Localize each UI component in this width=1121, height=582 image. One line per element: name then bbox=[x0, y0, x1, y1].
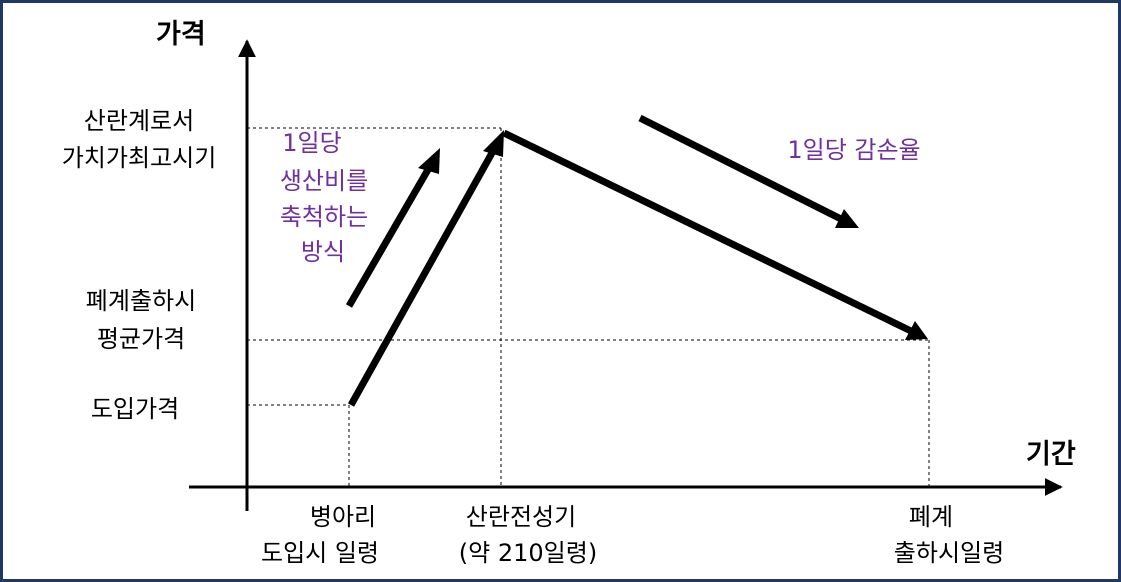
x-label-cull-line2: 출하시일령 bbox=[894, 539, 1004, 567]
x-label-peak-line2: (약 210일령) bbox=[459, 539, 597, 567]
x-label-cull-line1: 폐계 bbox=[909, 503, 953, 531]
annotation-accumulate-line3: 축척하는 bbox=[280, 203, 368, 231]
y-axis-title: 가격 bbox=[156, 19, 206, 50]
depreciation-trend-arrow bbox=[638, 114, 845, 224]
x-label-chick-line2: 도입시 일령 bbox=[261, 539, 379, 567]
depreciation-trend-arrowhead bbox=[835, 209, 859, 228]
y-label-intro: 도입가격 bbox=[91, 395, 179, 423]
x-axis-title: 기간 bbox=[1026, 439, 1076, 470]
price-decline-arrowhead bbox=[905, 321, 928, 340]
price-peak-arrowhead bbox=[483, 130, 504, 157]
x-label-chick-line1: 병아리 bbox=[310, 503, 376, 531]
price-decline-line bbox=[502, 129, 913, 335]
y-label-peak-line1: 산란계로서 bbox=[84, 107, 194, 135]
y-label-cull-line1: 폐계출하시 bbox=[86, 287, 196, 315]
annotation-accumulate-line1: 1일당 bbox=[282, 129, 341, 157]
price-rise-line bbox=[347, 142, 501, 407]
accumulate-trend-arrowhead bbox=[418, 148, 440, 174]
annotation-depreciation: 1일당 감손율 bbox=[787, 136, 920, 164]
y-label-cull-line2: 평균가격 bbox=[97, 325, 185, 353]
y-label-peak-line2: 가치가최고시기 bbox=[62, 144, 217, 172]
annotation-accumulate-line2: 생산비를 bbox=[280, 167, 368, 195]
x-label-peak-line1: 산란전성기 bbox=[466, 503, 576, 531]
annotation-accumulate-line4: 방식 bbox=[301, 238, 345, 266]
accumulate-trend-arrow bbox=[345, 159, 437, 308]
price-period-diagram: 가격 기간 산란계로서 가치가최고시기 폐계출하시 평균가격 도입가격 병아리 … bbox=[62, 19, 1076, 567]
